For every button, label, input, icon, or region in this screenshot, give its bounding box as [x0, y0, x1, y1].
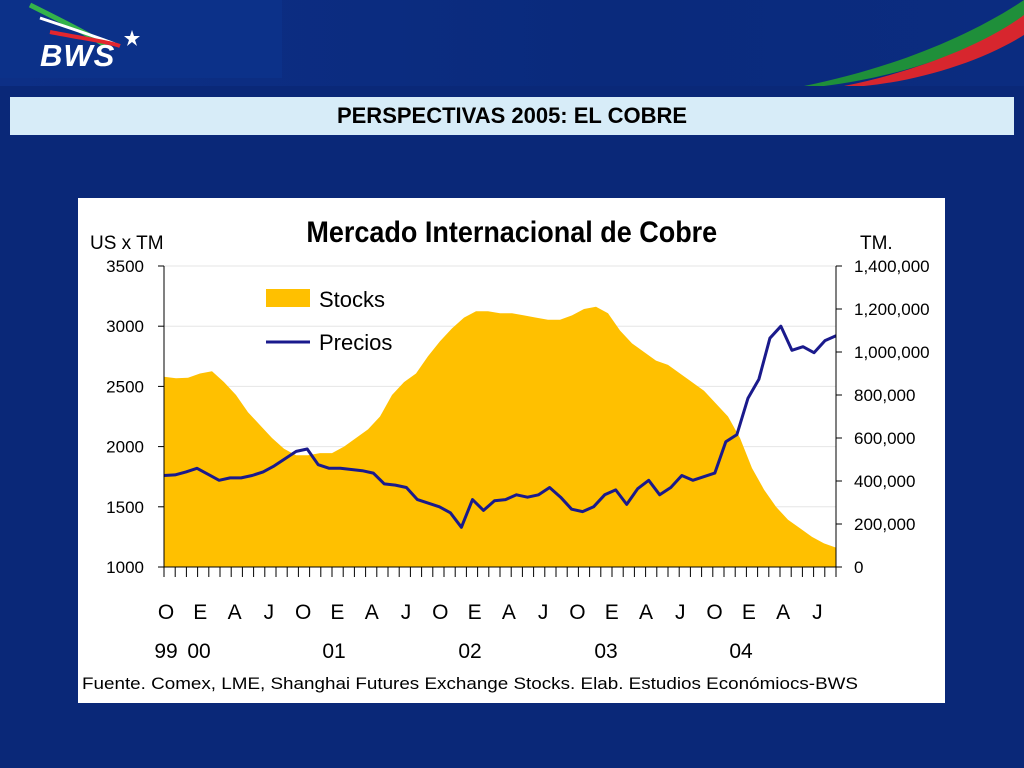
month-label: E: [193, 601, 207, 624]
slide-title: PERSPECTIVAS 2005: EL COBRE: [336, 103, 688, 128]
chart-title: Mercado Internacional de Cobre: [306, 216, 717, 250]
month-label: E: [330, 601, 344, 624]
copper-market-chart: Mercado Internacional de Cobre US x TM TM.…: [82, 216, 930, 693]
month-label: J: [538, 601, 549, 624]
right-tick-label: 1,200,000: [854, 300, 930, 319]
left-tick-label: 1000: [106, 558, 144, 577]
month-label: A: [228, 601, 242, 624]
year-label: 01: [322, 640, 345, 663]
month-label: J: [401, 601, 412, 624]
legend-prices-label: Precios: [319, 330, 392, 355]
year-label: 03: [594, 640, 617, 663]
right-tick-label: 600,000: [854, 429, 915, 448]
logo-area: BWS: [0, 0, 282, 78]
slide-title-bar: PERSPECTIVAS 2005: EL COBRE: [10, 97, 1014, 135]
logo-wordmark: BWS: [40, 38, 116, 73]
month-label: A: [639, 601, 653, 624]
month-label: A: [502, 601, 516, 624]
month-label: O: [432, 601, 448, 624]
month-label: E: [605, 601, 619, 624]
month-label: A: [365, 601, 379, 624]
month-label: J: [675, 601, 686, 624]
legend-stocks-label: Stocks: [319, 287, 385, 312]
month-label: O: [158, 601, 174, 624]
year-label: 00: [187, 640, 210, 663]
month-label: O: [295, 601, 311, 624]
left-tick-label: 3000: [106, 317, 144, 336]
month-label: A: [776, 601, 790, 624]
month-label: E: [742, 601, 756, 624]
year-label: 02: [458, 640, 481, 663]
right-tick-label: 1,000,000: [854, 343, 930, 362]
right-tick-label: 0: [854, 558, 863, 577]
corner-swoosh-icon: [804, 0, 1024, 86]
left-tick-label: 2500: [106, 377, 144, 396]
source-note: Fuente. Comex, LME, Shanghai Futures Exc…: [82, 674, 858, 693]
legend-stocks-swatch: [266, 289, 310, 307]
right-axis-unit: TM.: [860, 233, 893, 254]
header-band: BWS: [0, 0, 1024, 86]
month-label: J: [264, 601, 275, 624]
left-tick-label: 3500: [106, 257, 144, 276]
swoosh-icon: [28, 2, 140, 48]
month-label: O: [569, 601, 585, 624]
year-label: 04: [729, 640, 753, 663]
left-tick-label: 1500: [106, 498, 144, 517]
year-label: 99: [154, 640, 177, 663]
chart-panel: Mercado Internacional de Cobre US x TM TM.…: [78, 198, 945, 703]
right-tick-label: 400,000: [854, 472, 915, 491]
stocks-area: [164, 306, 836, 567]
right-tick-label: 200,000: [854, 515, 915, 534]
left-tick-label: 2000: [106, 438, 144, 457]
month-label: O: [706, 601, 722, 624]
right-tick-label: 800,000: [854, 386, 915, 405]
left-axis-unit: US x TM: [90, 233, 164, 254]
month-label: J: [812, 601, 823, 624]
month-label: E: [468, 601, 482, 624]
right-tick-label: 1,400,000: [854, 257, 930, 276]
prices-line: [163, 324, 837, 529]
